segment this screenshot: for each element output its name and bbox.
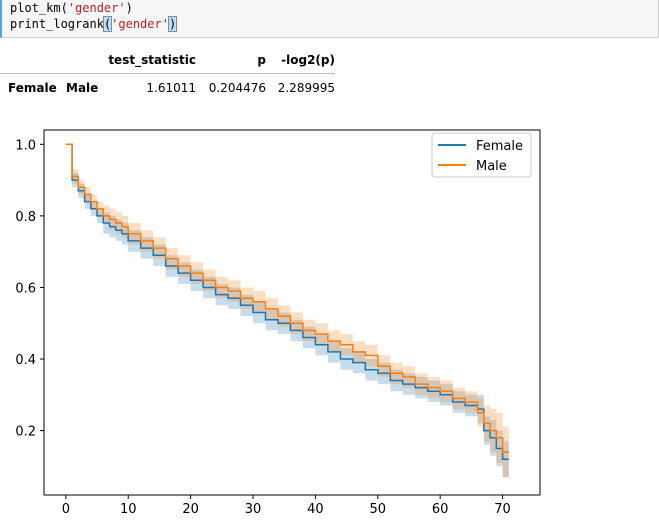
y-tick-label: 0.4 bbox=[15, 353, 36, 368]
column-header-test-statistic: test_statistic bbox=[103, 46, 196, 74]
km-chart: 0 10 20 30 40 50 60 70 0.2 0.4 0.6 0.8 1.0 Female Ma… bbox=[0, 124, 659, 526]
ci-band-male bbox=[65, 144, 509, 478]
column-header-neg-log2-p: -log2(p) bbox=[266, 46, 335, 74]
cell-p: 0.204476 bbox=[208, 80, 266, 95]
km-chart-svg: 0 10 20 30 40 50 60 70 0.2 0.4 0.6 0.8 1.0 Female Ma… bbox=[15, 129, 541, 517]
axes-frame bbox=[43, 129, 541, 496]
y-tick-label: 1.0 bbox=[15, 138, 36, 153]
legend-label-female: Female bbox=[476, 139, 523, 154]
logrank-result-table: test_statistic p -log2(p) Female Male 1.… bbox=[0, 46, 335, 101]
column-header-p: p bbox=[196, 46, 266, 74]
code-cell[interactable]: plot_km('gender') print_logrank('gender'… bbox=[0, 0, 659, 38]
row-index-male: Male bbox=[66, 80, 99, 95]
code-line-1[interactable]: plot_km('gender') bbox=[10, 0, 658, 16]
x-axis-ticks: 0 10 20 30 40 50 60 70 bbox=[62, 495, 511, 517]
x-tick-label: 30 bbox=[245, 502, 262, 517]
x-tick-label: 10 bbox=[120, 502, 137, 517]
code-close-paren-highlight: ) bbox=[167, 16, 178, 32]
x-tick-label: 0 bbox=[62, 502, 70, 517]
survival-lines bbox=[65, 143, 509, 460]
x-tick-label: 40 bbox=[307, 502, 324, 517]
code-close-paren-1: ) bbox=[125, 1, 133, 15]
code-string-gender-2: 'gender' bbox=[111, 17, 169, 31]
legend: Female Male bbox=[431, 132, 532, 178]
x-tick-label: 60 bbox=[432, 502, 449, 517]
confidence-bands bbox=[65, 144, 509, 478]
code-fn-plot-km: plot_km( bbox=[10, 1, 68, 15]
text-cursor bbox=[176, 18, 178, 31]
y-tick-label: 0.8 bbox=[15, 210, 36, 225]
code-line-2[interactable]: print_logrank('gender') bbox=[10, 16, 658, 32]
y-tick-label: 0.2 bbox=[15, 425, 36, 440]
code-string-gender-1: 'gender' bbox=[67, 1, 126, 15]
table-row: Female Male 1.61011 0.204476 2.289995 bbox=[0, 74, 335, 102]
y-tick-label: 0.6 bbox=[15, 281, 36, 296]
legend-label-male: Male bbox=[476, 159, 507, 174]
table-header-row: test_statistic p -log2(p) bbox=[0, 46, 335, 74]
index-header-level-1 bbox=[66, 46, 103, 74]
index-header-level-0 bbox=[0, 46, 66, 74]
survival-line-male bbox=[65, 143, 509, 453]
survival-line-female bbox=[65, 143, 509, 460]
cell-test-statistic: 1.61011 bbox=[146, 80, 196, 95]
code-fn-print-logrank: print_logrank bbox=[10, 17, 104, 31]
x-tick-label: 70 bbox=[494, 502, 511, 517]
y-axis-ticks: 0.2 0.4 0.6 0.8 1.0 bbox=[15, 138, 44, 440]
code-open-paren-highlight: ( bbox=[102, 16, 113, 32]
row-index-female: Female bbox=[8, 80, 57, 95]
cell-neg-log2-p: 2.289995 bbox=[277, 80, 335, 95]
x-tick-label: 20 bbox=[182, 502, 199, 517]
x-tick-label: 50 bbox=[370, 502, 387, 517]
